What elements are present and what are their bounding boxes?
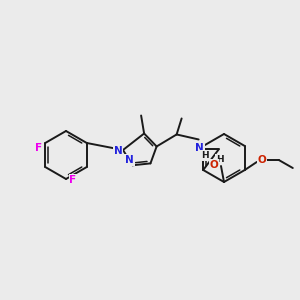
Text: H: H — [216, 154, 224, 164]
Text: N: N — [195, 143, 204, 154]
Text: N: N — [125, 155, 134, 165]
Text: O: O — [210, 160, 218, 170]
Text: F: F — [69, 175, 76, 185]
Text: N: N — [114, 146, 122, 156]
Text: O: O — [257, 155, 266, 165]
Text: H: H — [201, 151, 208, 160]
Text: F: F — [35, 143, 42, 153]
